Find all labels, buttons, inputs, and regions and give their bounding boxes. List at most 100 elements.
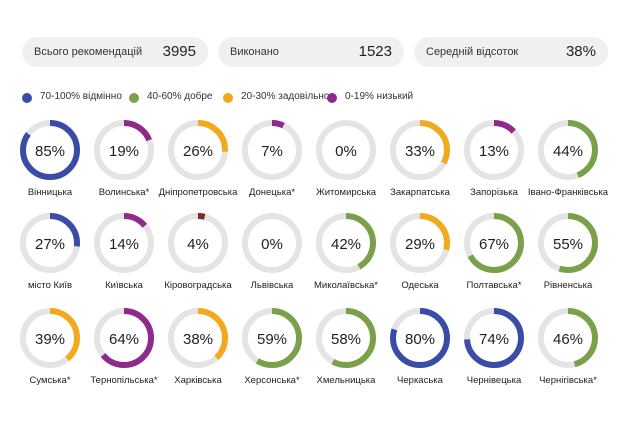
donut-5: 0% Житомирська xyxy=(316,120,377,198)
donut-arc xyxy=(390,213,450,273)
donut-arc xyxy=(20,308,80,368)
donut-value-label: 39% xyxy=(35,331,65,348)
donut-16: 55% Рівненська xyxy=(538,213,598,291)
donut-23: 74% Чернівецька xyxy=(464,308,524,386)
donut-arc xyxy=(94,213,154,273)
donut-region-label: Чернівецька xyxy=(467,375,522,386)
donut-region-label: Дніпропетровська xyxy=(159,187,239,198)
donut-4: 7% Донецька* xyxy=(242,120,302,198)
donut-13: 42% Миколаївська* xyxy=(314,213,378,291)
stat-total-value: 3995 xyxy=(162,43,196,60)
legend-dot-low xyxy=(327,93,337,103)
donut-value-label: 85% xyxy=(35,143,65,160)
donut-value-label: 14% xyxy=(109,236,139,253)
donut-19: 38% Харківська xyxy=(168,308,228,386)
donut-value-label: 19% xyxy=(109,143,139,160)
donut-region-label: Закарпатська xyxy=(390,187,450,198)
donut-8: 44% Івано-Франківська xyxy=(528,120,609,198)
summary-stats: Всього рекомендацій 3995 Виконано 1523 С… xyxy=(22,37,608,67)
donut-region-label: Чернігівська* xyxy=(539,375,597,386)
donut-value-label: 55% xyxy=(553,236,583,253)
legend-dot-satisfactory xyxy=(223,93,233,103)
donut-region-label: місто Київ xyxy=(28,280,72,291)
donut-region-label: Житомирська xyxy=(316,187,377,198)
donut-grid-chart: 85% Вінницька 19% Волинська* 26% Дніпропетров… xyxy=(20,120,609,386)
stat-total-recommendations: Всього рекомендацій 3995 xyxy=(22,37,208,67)
donut-10: 14% Київська xyxy=(94,213,154,291)
donut-region-label: Запорізька xyxy=(470,187,519,198)
donut-region-label: Рівненська xyxy=(544,280,593,291)
donut-20: 59% Херсонська* xyxy=(242,308,302,386)
donut-15: 67% Полтавська* xyxy=(464,213,524,291)
legend: 70-100% відмінно 40-60% добре 20-30% зад… xyxy=(22,91,442,107)
donut-12: 0% Львівська xyxy=(242,213,302,291)
donut-value-label: 58% xyxy=(331,331,361,348)
donut-region-label: Львівська xyxy=(251,280,294,291)
donut-region-label: Харківська xyxy=(174,375,222,386)
donut-value-label: 0% xyxy=(261,236,283,253)
donut-track xyxy=(242,213,302,273)
donut-arc xyxy=(242,308,302,368)
donut-region-label: Миколаївська* xyxy=(314,280,378,291)
donut-arc xyxy=(20,120,80,180)
donut-arc xyxy=(464,120,524,180)
donut-24: 46% Чернігівська* xyxy=(538,308,598,386)
donut-arc xyxy=(316,213,376,273)
donut-value-label: 74% xyxy=(479,331,509,348)
legend-dot-good xyxy=(129,93,139,103)
donut-value-label: 46% xyxy=(553,331,583,348)
donut-value-label: 4% xyxy=(187,236,209,253)
donut-region-label: Івано-Франківська xyxy=(528,187,609,198)
donut-2: 19% Волинська* xyxy=(94,120,154,198)
donut-region-label: Одеська xyxy=(401,280,439,291)
donut-arc xyxy=(464,213,524,273)
donut-value-label: 38% xyxy=(183,331,213,348)
donut-value-label: 13% xyxy=(479,143,509,160)
donut-value-label: 80% xyxy=(405,331,435,348)
donut-arc xyxy=(538,308,598,368)
donut-value-label: 29% xyxy=(405,236,435,253)
donut-region-label: Полтавська* xyxy=(467,280,522,291)
donut-17: 39% Сумська* xyxy=(20,308,80,386)
donut-arc xyxy=(20,213,80,273)
donut-region-label: Вінницька xyxy=(28,187,73,198)
donut-arc xyxy=(538,213,598,273)
donut-region-label: Черкаська xyxy=(397,375,444,386)
donut-14: 29% Одеська xyxy=(390,213,450,291)
donut-region-label: Хмельницька xyxy=(317,375,377,386)
donut-18: 64% Тернопільська* xyxy=(90,308,158,386)
stat-average-value: 38% xyxy=(565,43,596,60)
donut-value-label: 0% xyxy=(335,143,357,160)
donut-arc xyxy=(168,213,228,273)
donut-arc xyxy=(168,308,228,368)
donut-value-label: 26% xyxy=(183,143,213,160)
donut-value-label: 59% xyxy=(257,331,287,348)
donut-arc xyxy=(390,308,450,368)
donut-value-label: 27% xyxy=(35,236,65,253)
legend-label-satisfactory: 20-30% задовільно xyxy=(241,91,330,102)
legend-label-excellent: 70-100% відмінно xyxy=(40,91,122,102)
donut-region-label: Донецька* xyxy=(249,187,295,198)
donut-arc xyxy=(390,120,450,180)
stat-completed-label: Виконано xyxy=(230,46,279,58)
donut-arc xyxy=(464,308,524,368)
donut-arc xyxy=(168,120,228,180)
donut-11: 4% Кіровоградська xyxy=(164,213,232,291)
legend-label-low: 0-19% низький xyxy=(345,91,414,102)
donut-region-label: Волинська* xyxy=(99,187,150,198)
stat-completed: Виконано 1523 xyxy=(218,37,404,67)
donut-arc xyxy=(94,308,154,368)
stat-average-percent: Середній відсоток 38% xyxy=(414,37,608,67)
stat-total-label: Всього рекомендацій xyxy=(34,46,143,58)
donut-arc xyxy=(242,120,302,180)
donut-region-label: Київська xyxy=(105,280,143,291)
donut-6: 33% Закарпатська xyxy=(390,120,451,198)
donut-arc xyxy=(538,120,598,180)
donut-21: 58% Хмельницька xyxy=(316,308,377,386)
donut-7: 13% Запорізька xyxy=(464,120,524,198)
donut-value-label: 7% xyxy=(261,143,283,160)
legend-label-good: 40-60% добре xyxy=(147,91,213,102)
donut-value-label: 44% xyxy=(553,143,583,160)
legend-dot-excellent xyxy=(22,93,32,103)
donut-1: 85% Вінницька xyxy=(20,120,80,198)
